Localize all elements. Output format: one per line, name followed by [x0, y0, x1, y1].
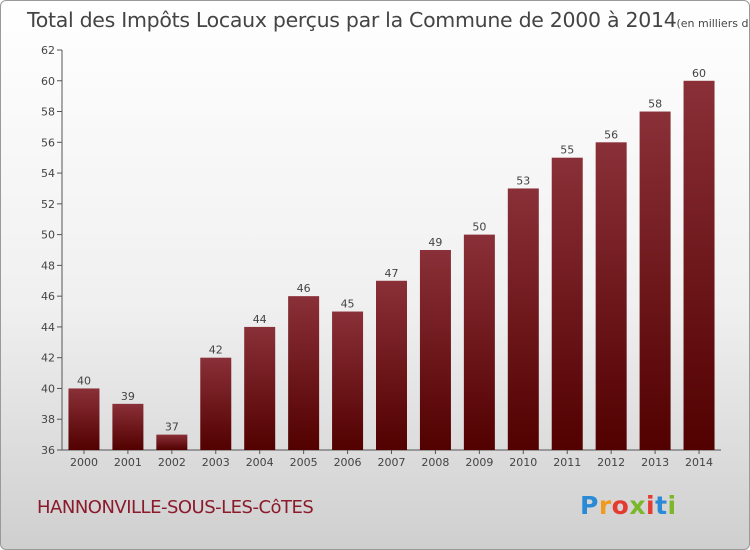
data-label: 47 — [385, 267, 399, 280]
x-tick-label: 2004 — [246, 456, 274, 469]
bar — [112, 403, 144, 450]
chart-unit: (en milliers d'€) — [676, 17, 749, 30]
data-label: 53 — [516, 174, 530, 187]
x-tick-label: 2000 — [70, 456, 98, 469]
data-label: 39 — [121, 390, 135, 403]
y-tick-label: 38 — [41, 413, 55, 426]
x-tick-label: 2003 — [202, 456, 230, 469]
y-tick-label: 60 — [41, 75, 55, 88]
bar — [595, 142, 627, 451]
bar — [332, 311, 364, 450]
chart-title: Total des Impôts Locaux perçus par la Co… — [27, 8, 749, 32]
logo-letter: i — [667, 491, 677, 520]
logo-letter: r — [598, 491, 612, 520]
x-tick-label: 2001 — [114, 456, 142, 469]
x-tick-label: 2010 — [509, 456, 537, 469]
bar — [68, 388, 100, 450]
x-tick-label: 2008 — [421, 456, 449, 469]
x-tick-label: 2002 — [158, 456, 186, 469]
x-tick-label: 2013 — [641, 456, 669, 469]
data-label: 55 — [560, 144, 574, 157]
proxiti-logo: Proxiti — [580, 491, 677, 520]
chart-bars — [68, 80, 715, 451]
y-tick-label: 40 — [41, 382, 55, 395]
data-label: 42 — [209, 344, 223, 357]
bar — [376, 280, 407, 450]
y-tick-label: 48 — [41, 259, 55, 272]
bar — [419, 250, 451, 450]
data-label: 40 — [77, 374, 91, 387]
data-label: 45 — [341, 298, 355, 311]
logo-letter: t — [655, 491, 668, 520]
x-tick-label: 2011 — [553, 456, 581, 469]
data-label: 50 — [472, 221, 486, 234]
logo-letter: i — [646, 491, 656, 520]
data-label: 49 — [428, 236, 442, 249]
x-tick-label: 2007 — [378, 456, 406, 469]
y-tick-label: 44 — [41, 321, 55, 334]
x-tick-label: 2012 — [597, 456, 625, 469]
data-label: 56 — [604, 128, 618, 141]
data-label: 60 — [692, 67, 706, 80]
y-tick-label: 56 — [41, 136, 55, 149]
logo-letter: o — [611, 491, 630, 520]
bar — [463, 234, 495, 450]
x-tick-label: 2009 — [465, 456, 493, 469]
chart-axes: 36 38 40 42 44 46 48 50 52 54 56 58 60 62 — [41, 44, 721, 457]
bar — [244, 326, 276, 450]
data-label: 37 — [165, 421, 179, 434]
bar — [200, 357, 232, 450]
logo-letter: x — [629, 491, 646, 520]
x-tick-label: 2006 — [334, 456, 362, 469]
y-tick-label: 50 — [41, 229, 55, 242]
bar — [683, 80, 715, 451]
logo-letter: P — [580, 491, 599, 520]
data-label: 46 — [297, 282, 311, 295]
y-tick-label: 62 — [41, 44, 55, 57]
y-tick-label: 58 — [41, 106, 55, 119]
y-tick-label: 54 — [41, 167, 55, 180]
data-label: 44 — [253, 313, 267, 326]
x-tick-label: 2005 — [290, 456, 318, 469]
bar — [551, 157, 583, 450]
x-tick-label: 2014 — [685, 456, 713, 469]
bar — [639, 111, 671, 451]
y-tick-label: 46 — [41, 290, 55, 303]
commune-name: HANNONVILLE-SOUS-LES-CôTES — [37, 497, 314, 518]
data-label: 58 — [648, 98, 662, 111]
chart-labels: 2000 40 2001 39 2002 37 2003 42 2004 44 2005 46 2006… — [70, 67, 713, 469]
y-tick-label: 42 — [41, 352, 55, 365]
bar — [288, 296, 320, 450]
bar — [156, 434, 188, 450]
y-tick-label: 36 — [41, 444, 55, 457]
bar — [507, 188, 539, 450]
y-tick-label: 52 — [41, 198, 55, 211]
